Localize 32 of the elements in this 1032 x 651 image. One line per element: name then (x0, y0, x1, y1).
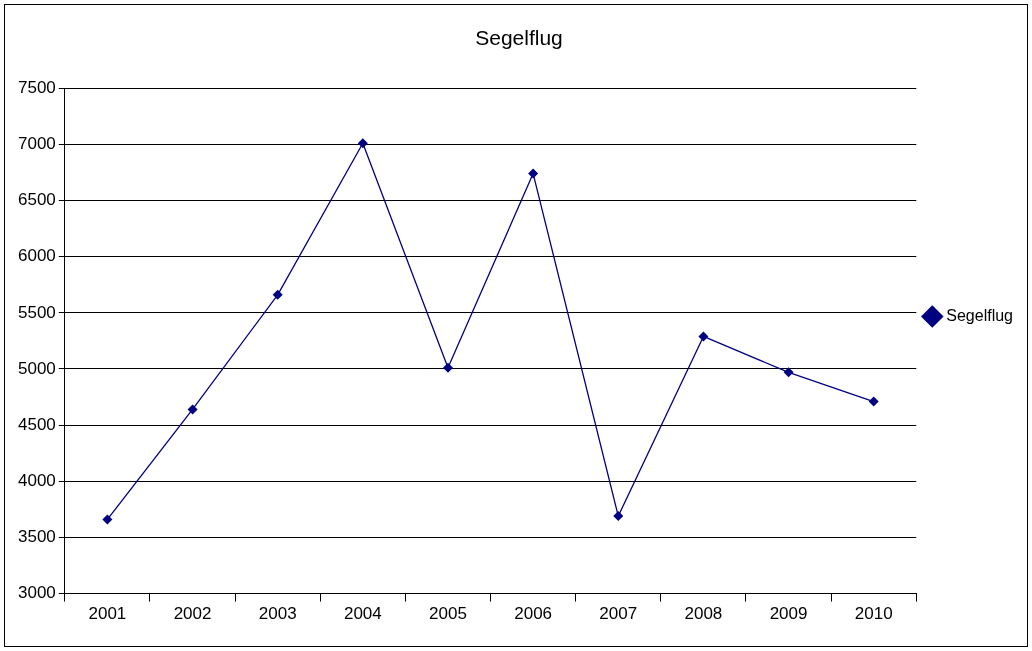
x-tick-label: 2003 (258, 604, 297, 624)
y-tick-label: 5000 (17, 358, 56, 378)
y-tick-label: 4500 (17, 414, 56, 434)
point (442, 362, 453, 373)
y-tick-label: 3500 (17, 527, 56, 547)
y-tick-label: 4000 (17, 470, 56, 490)
point (357, 138, 368, 149)
legend-label: Segelflug (946, 306, 1013, 324)
x-tick-label: 2001 (88, 604, 127, 624)
point (613, 511, 624, 522)
x-tick-label: 2006 (514, 604, 553, 624)
x-tick-label: 2010 (854, 604, 893, 624)
y-tick-label: 3000 (17, 583, 56, 603)
y-tick-label: 5500 (17, 302, 56, 322)
point (272, 289, 283, 300)
chart-title: Segelflug (475, 26, 563, 50)
point (868, 396, 879, 407)
x-tick-label: 2007 (599, 604, 638, 624)
point (698, 331, 709, 342)
point (528, 168, 539, 179)
y-tick-label: 6500 (17, 190, 56, 210)
y-tick-label: 7500 (17, 77, 56, 97)
y-tick-label: 6000 (17, 246, 56, 266)
point (102, 514, 113, 525)
point (187, 404, 198, 415)
x-tick-label: 2004 (343, 604, 382, 624)
x-tick-label: 2009 (769, 604, 808, 624)
x-tick-label: 2002 (173, 604, 212, 624)
x-tick-label: 2005 (429, 604, 467, 624)
y-tick-label: 7000 (17, 134, 56, 154)
x-tick-label: 2008 (684, 604, 723, 624)
point (783, 367, 794, 378)
